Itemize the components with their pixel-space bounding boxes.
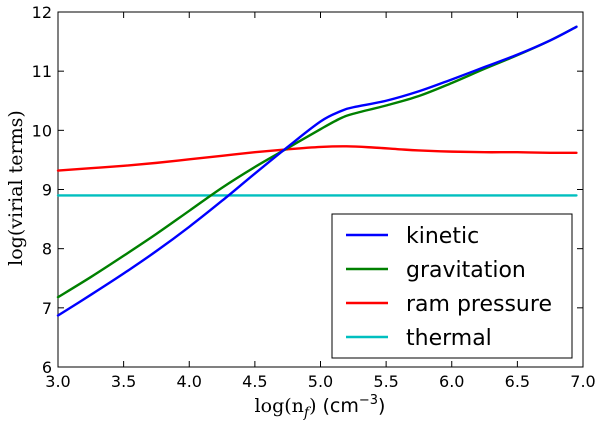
x-axis-label: log(nf) (cm−3) — [255, 393, 386, 421]
legend-label-gravitation: gravitation — [406, 258, 526, 283]
legend: kinetic gravitation ram pressure thermal — [331, 213, 573, 359]
y-tick-label: 7 — [42, 299, 52, 318]
y-tick-label: 8 — [42, 240, 52, 259]
legend-box — [331, 213, 573, 359]
x-tick-label: 4.0 — [177, 372, 202, 391]
x-tick-label: 3.0 — [45, 372, 70, 391]
y-tick-label: 12 — [32, 3, 52, 22]
y-axis-label: log(virial terms) — [5, 110, 27, 266]
series-line-kinetic — [56, 25, 578, 317]
legend-label-ram-pressure: ram pressure — [406, 292, 552, 317]
x-tick-label: 7.0 — [570, 372, 595, 391]
y-tick-label: 11 — [32, 62, 52, 81]
y-tick-label: 9 — [42, 181, 52, 200]
y-tick-label: 10 — [32, 121, 52, 140]
y-axis: 6 7 8 9 10 11 12 — [32, 3, 583, 377]
x-tick-label: 6.0 — [439, 372, 464, 391]
series-layer — [56, 25, 578, 317]
x-tick-label: 5.5 — [373, 372, 398, 391]
x-tick-label: 6.5 — [505, 372, 530, 391]
y-tick-label: 6 — [42, 358, 52, 377]
legend-label-kinetic: kinetic — [406, 224, 479, 249]
series-line-ram-pressure — [56, 145, 578, 172]
x-tick-label: 5.0 — [308, 372, 333, 391]
series-line-gravitation — [56, 25, 578, 299]
x-axis: 3.0 3.5 4.0 4.5 5.0 5.5 6.0 6.5 7.0 — [45, 12, 596, 391]
legend-label-thermal: thermal — [406, 326, 492, 351]
x-tick-label: 3.5 — [111, 372, 136, 391]
x-tick-label: 4.5 — [242, 372, 267, 391]
